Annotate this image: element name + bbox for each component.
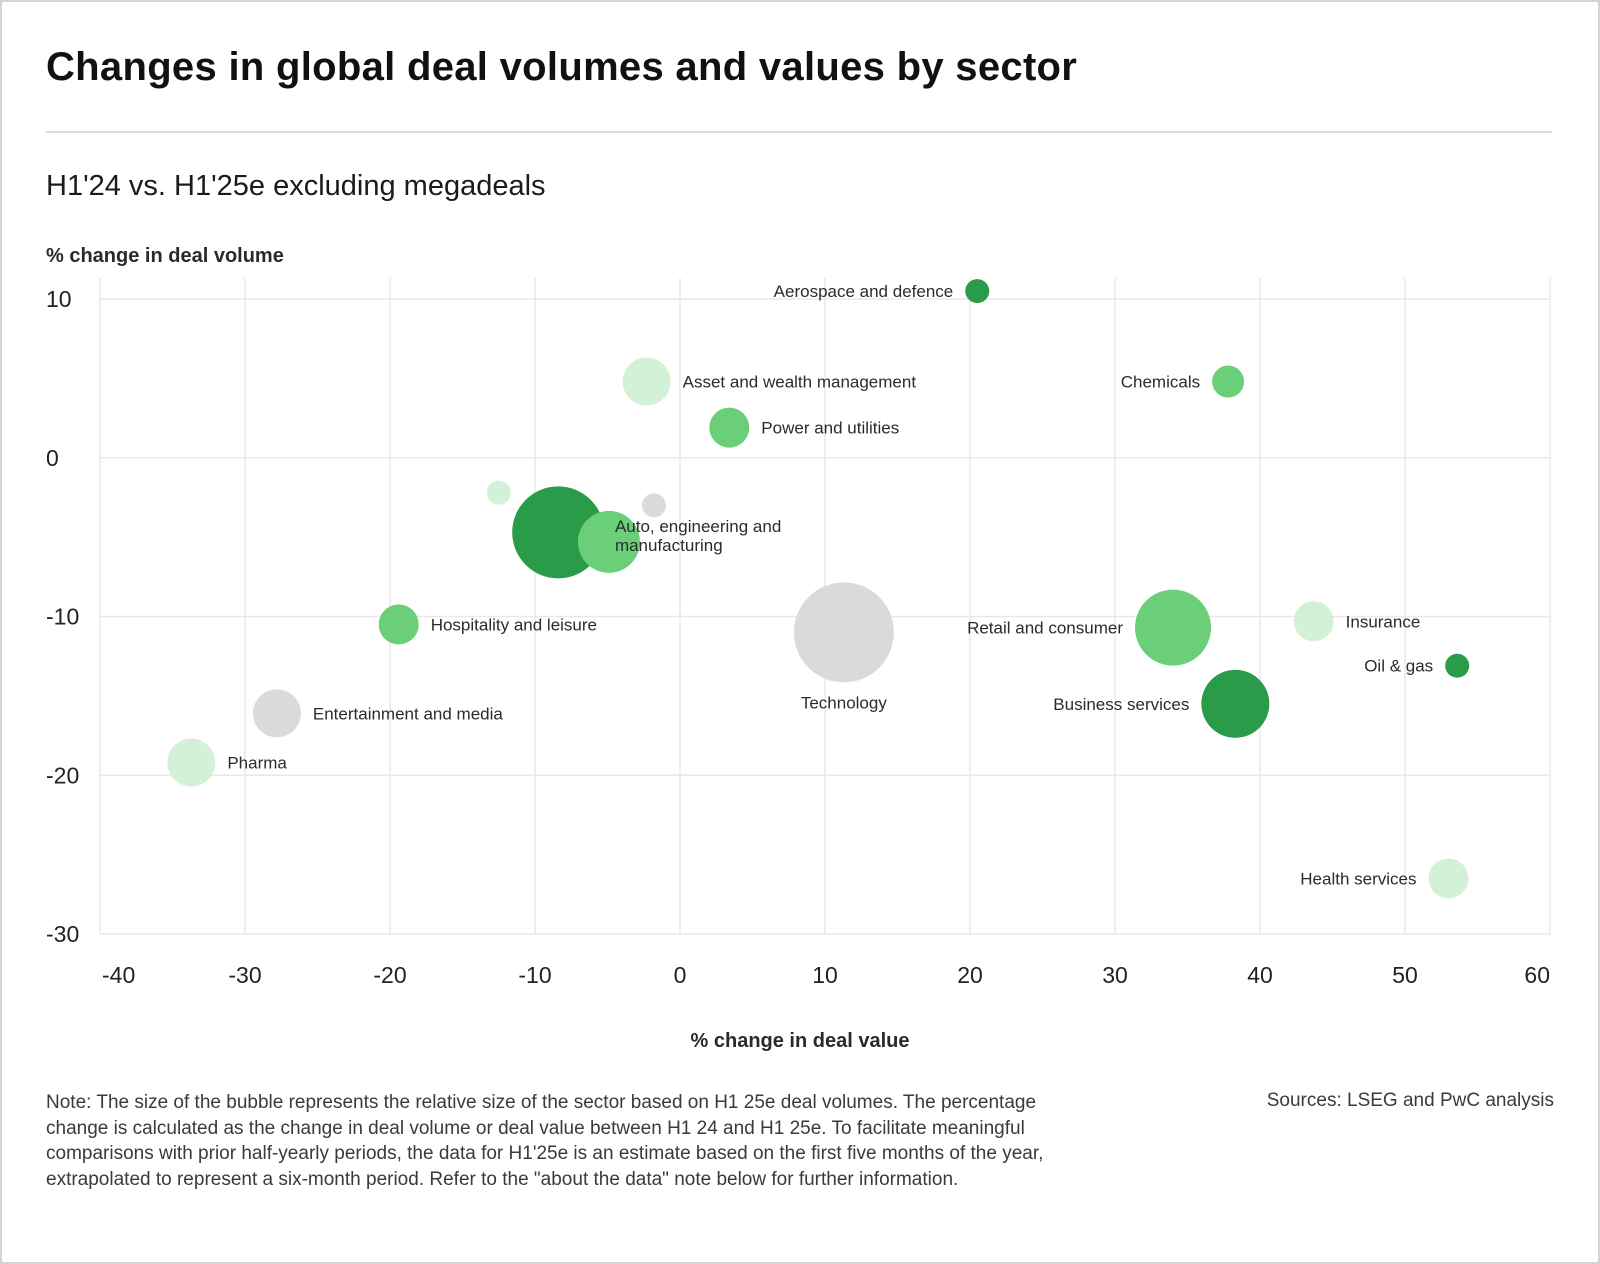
bubble-label: Pharma: [227, 754, 287, 773]
bubble-business-services: [1201, 669, 1270, 738]
bubble-hospitality-and-leisure: [378, 604, 419, 645]
bubble-label: Health services: [1300, 869, 1416, 888]
bubble-layer: [167, 279, 1470, 899]
bubble-label: Technology: [801, 693, 888, 712]
chart-note: Note: The size of the bubble represents …: [46, 1092, 1044, 1190]
bubble-unlabelled-5: [641, 493, 666, 518]
y-tick-label: -30: [46, 921, 79, 947]
x-tick-label: 40: [1247, 962, 1273, 988]
x-tick-label: -10: [518, 962, 551, 988]
x-axis-label: % change in deal value: [690, 1030, 910, 1052]
chart-title: Changes in global deal volumes and value…: [46, 45, 1078, 89]
bubble-entertainment-and-media: [252, 689, 301, 738]
x-tick-label: -40: [102, 962, 135, 988]
bubble-health-services: [1428, 858, 1469, 899]
bubble-retail-and-consumer: [1135, 589, 1211, 666]
bubble-insurance: [1293, 601, 1334, 642]
chart-sources: Sources: LSEG and PwC analysis: [1266, 1090, 1554, 1111]
y-tick-label: -20: [46, 762, 79, 788]
x-tick-label: 0: [674, 962, 687, 988]
bubble-label: Retail and consumer: [967, 619, 1123, 638]
x-tick-label: -30: [228, 962, 261, 988]
bubble-asset-and-wealth-management: [622, 357, 671, 406]
label-layer: Aerospace and defence Asset and wealth ma…: [227, 282, 1433, 888]
x-tick-label: 30: [1102, 962, 1128, 988]
chart-subtitle: H1'24 vs. H1'25e excluding megadeals: [46, 170, 546, 202]
bubble-label: Asset and wealth management: [683, 373, 917, 392]
x-tick-label: 60: [1524, 962, 1550, 988]
bubble-label: Power and utilities: [761, 419, 899, 438]
y-axis-label: % change in deal volume: [46, 245, 284, 267]
x-tick-label: -20: [373, 962, 406, 988]
title-divider: [46, 131, 1552, 133]
y-tick-label: 0: [46, 445, 59, 471]
bubble-label: Hospitality and leisure: [431, 615, 597, 634]
axis-layer: -40 -30 -20 -10 0 10 20 30 40 50 60 10 0 -10 -20 -30: [46, 286, 1550, 988]
bubble-power-and-utilities: [709, 407, 750, 448]
bubble-pharma: [167, 738, 216, 787]
bubble-label: Entertainment and media: [313, 704, 503, 723]
bubble-label: Insurance: [1346, 612, 1421, 631]
bubble-label: Oil & gas: [1364, 657, 1433, 676]
y-tick-label: -10: [46, 604, 79, 630]
bubble-oil-gas: [1445, 653, 1470, 678]
x-tick-label: 20: [957, 962, 983, 988]
bubble-aerospace-and-defence: [965, 279, 990, 304]
bubble-technology: [793, 582, 894, 683]
bubble-unlabelled-4: [486, 480, 511, 505]
x-tick-label: 50: [1392, 962, 1418, 988]
bubble-label: Business services: [1053, 695, 1189, 714]
x-tick-label: 10: [812, 962, 838, 988]
bubble-label: Aerospace and defence: [774, 282, 954, 301]
bubble-label: Chemicals: [1121, 373, 1200, 392]
bubble-chemicals: [1212, 365, 1245, 398]
bubble-auto-engineering-and-manufacturing: [577, 510, 640, 573]
y-tick-label: 10: [46, 286, 72, 312]
bubble-label: Auto, engineering and manufacturing: [615, 517, 781, 555]
